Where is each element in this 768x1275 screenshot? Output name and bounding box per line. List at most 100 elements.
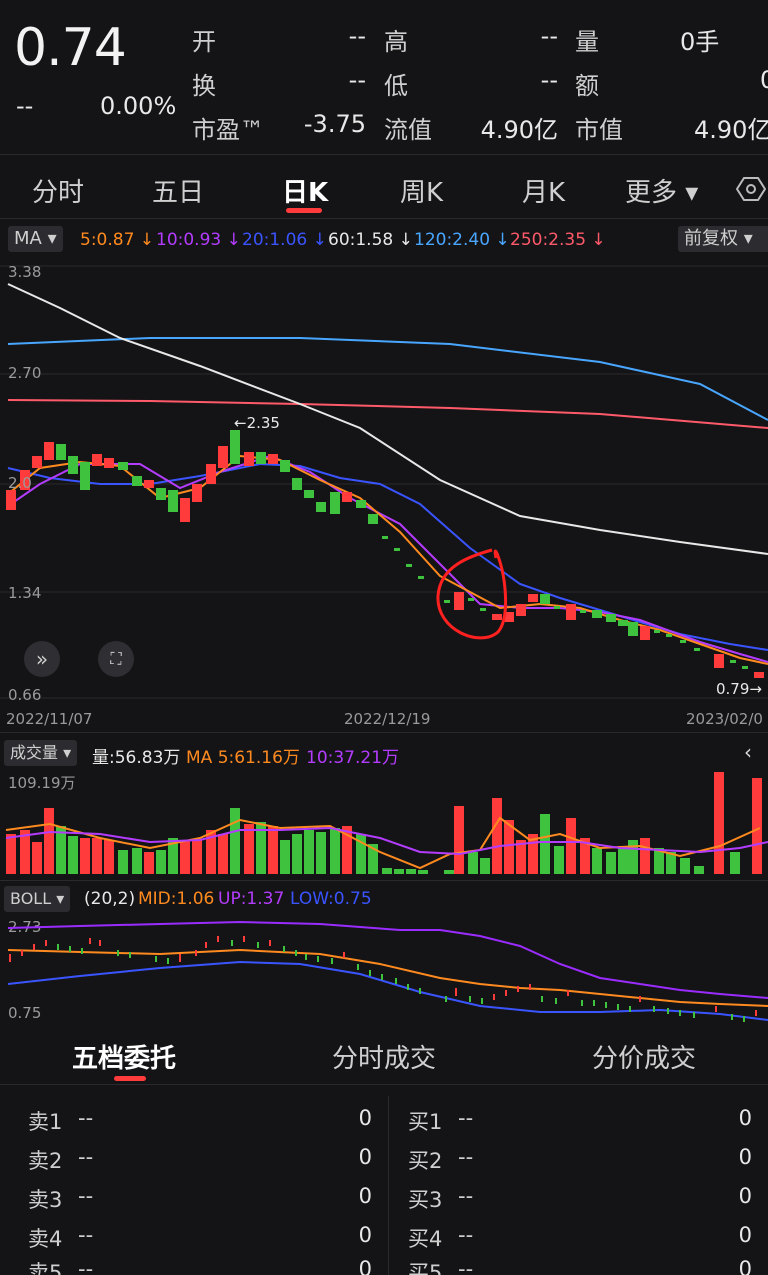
tab-weekly-k[interactable]: 周K — [400, 178, 444, 208]
tab-time-trades[interactable]: 分时成交 — [332, 1044, 437, 1074]
adjust-selector[interactable]: 前复权 ▾ — [678, 226, 768, 252]
volume-ma10-label: 10:37.21万 — [306, 748, 400, 768]
buy-level-qty: 0 — [738, 1223, 752, 1247]
sell-level-qty: 0 — [358, 1106, 372, 1130]
sell-level-label: 卖3 — [28, 1188, 63, 1212]
sell-level-qty: 0 — [358, 1184, 372, 1208]
low-marker: 0.79→ — [716, 680, 762, 698]
candles — [6, 430, 764, 678]
hand-drawn-circle-annotation — [436, 548, 507, 640]
ma250-line — [7, 399, 768, 429]
sell-level-qty: 0 — [358, 1145, 372, 1169]
pe-label: 市盈™ — [192, 116, 264, 144]
open-value: -- — [348, 22, 366, 50]
sell-level-price: -- — [78, 1145, 94, 1169]
boll-mid: MID:1.06 — [138, 889, 215, 909]
y-axis-label: 1.34 — [8, 584, 42, 602]
tab-monthly-k[interactable]: 月K — [522, 178, 566, 208]
price-change: -- — [16, 92, 34, 120]
turnover-value: -- — [348, 66, 366, 94]
float-cap-label: 流值 — [384, 116, 432, 144]
sell-level-label: 卖2 — [28, 1149, 63, 1173]
ma-selector[interactable]: MA ▾ — [8, 226, 63, 252]
ma120-line — [7, 337, 768, 421]
buy-level-price: -- — [458, 1184, 474, 1208]
sell-level-qty: 0 — [358, 1223, 372, 1247]
sell-level-label: 卖1 — [28, 1110, 63, 1134]
volume-value-label: 量:56.83万 — [92, 748, 181, 768]
fullscreen-icon[interactable]: ⛶ — [98, 641, 134, 677]
boll-selector[interactable]: BOLL ▾ — [4, 886, 71, 912]
y-axis-label-top: 3.38 — [8, 263, 42, 281]
amount-label: 额 — [575, 72, 599, 100]
tab-price-trades[interactable]: 分价成交 — [592, 1044, 697, 1074]
pe-value: -3.75 — [303, 110, 366, 138]
boll-bottom-label: 0.75 — [8, 1004, 42, 1022]
ma10-line — [7, 454, 768, 663]
amount-value: 0 — [760, 66, 768, 94]
volume-ma10-line — [5, 826, 768, 856]
buy-level-price: -- — [458, 1145, 474, 1169]
volume-max-label: 109.19万 — [8, 774, 76, 792]
sell-level-price: -- — [78, 1257, 94, 1275]
buy-level-qty: 0 — [738, 1106, 752, 1130]
collapse-chevron-icon[interactable]: ‹ — [744, 740, 752, 764]
buy-level-qty: 0 — [738, 1145, 752, 1169]
open-label: 开 — [192, 28, 216, 56]
ma5-label: 5:0.87 ↓ — [80, 230, 155, 250]
tab-five-level-orders[interactable]: 五档委托 — [72, 1044, 177, 1074]
tab-daily-k[interactable]: 日K — [282, 178, 329, 208]
sell-level-price: -- — [78, 1223, 94, 1247]
high-marker: ←2.35 — [234, 414, 280, 432]
x-axis-label: 2022/11/07 — [6, 710, 93, 728]
buy-level-price: -- — [458, 1257, 474, 1275]
x-axis-label: 2022/12/19 — [344, 710, 431, 728]
ma20-line — [7, 462, 768, 651]
ma60-label: 60:1.58 ↓ — [328, 230, 413, 250]
divider — [0, 1084, 768, 1085]
kline-chart[interactable] — [0, 258, 768, 708]
buy-level-label: 买1 — [408, 1110, 443, 1134]
tab-intraday[interactable]: 分时 — [32, 178, 85, 208]
buy-level-label: 买2 — [408, 1149, 443, 1173]
ma20-label: 20:1.06 ↓ — [242, 230, 327, 250]
sell-level-qty: 0 — [358, 1257, 372, 1275]
ma120-label: 120:2.40 ↓ — [414, 230, 510, 250]
y-axis-label: 2.70 — [8, 364, 42, 382]
volume-value: 0手 — [680, 28, 720, 56]
volume-ma5-line — [5, 816, 761, 870]
volume-chart — [5, 772, 768, 874]
volume-selector[interactable]: 成交量 ▾ — [4, 740, 78, 766]
sell-level-label: 卖4 — [28, 1227, 63, 1251]
expand-chevrons-icon[interactable]: » — [24, 641, 60, 677]
boll-params: (20,2) — [84, 889, 136, 909]
tab-five-day[interactable]: 五日 — [152, 178, 205, 208]
boll-low: LOW:0.75 — [290, 889, 372, 909]
tab-more[interactable]: 更多 ▾ — [625, 178, 699, 208]
ma250-label: 250:2.35 ↓ — [510, 230, 606, 250]
low-label: 低 — [384, 72, 408, 100]
quote-header: 0.74 -- 0.00% 开 -- 高 -- 量 0手 换 -- 低 -- 额… — [0, 0, 768, 152]
ma10-label: 10:0.93 ↓ — [156, 230, 241, 250]
divider — [0, 732, 768, 733]
sell-level-price: -- — [78, 1106, 94, 1130]
volume-ma5-label: MA 5:61.16万 — [186, 748, 300, 768]
active-tab-indicator — [286, 208, 322, 213]
sell-level-price: -- — [78, 1184, 94, 1208]
last-price: 0.74 — [14, 18, 127, 78]
divider — [0, 880, 768, 881]
buy-level-qty: 0 — [738, 1257, 752, 1275]
ma60-line — [7, 283, 768, 555]
float-cap-value: 4.90亿 — [480, 116, 558, 144]
boll-up: UP:1.37 — [218, 889, 285, 909]
settings-hex-icon[interactable] — [735, 174, 767, 208]
divider — [0, 154, 768, 155]
high-label: 高 — [384, 28, 408, 56]
turnover-label: 换 — [192, 72, 216, 100]
boll-mid-line — [7, 948, 768, 1007]
price-change-pct: 0.00% — [100, 92, 177, 120]
market-cap-label: 市值 — [575, 116, 623, 144]
period-tabs: 分时 五日 日K 周K 月K 更多 ▾ — [0, 160, 768, 216]
orderbook-column-divider — [388, 1096, 389, 1275]
buy-level-label: 买4 — [408, 1227, 443, 1251]
